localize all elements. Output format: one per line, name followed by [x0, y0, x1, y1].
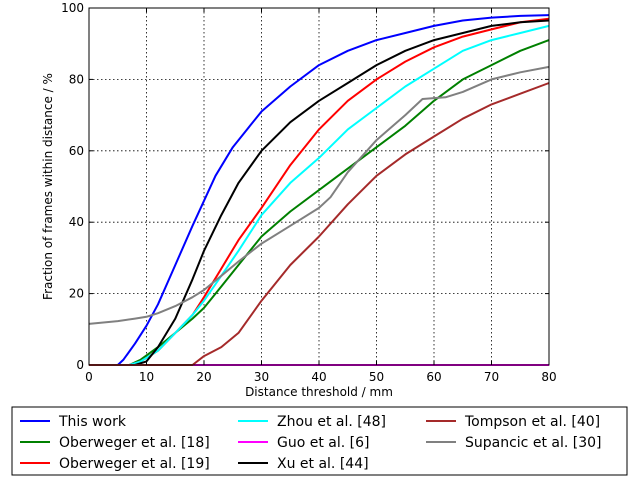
series-line-oberweger-et-al-18	[89, 39, 550, 366]
legend-label-supancic-et-al-30: Supancic et al. [30]	[465, 435, 602, 451]
legend-label-zhou-et-al-48: Zhou et al. [48]	[277, 414, 386, 430]
series-line-this-work	[89, 14, 550, 366]
series-line-supancic-et-al-30	[88, 65, 550, 325]
legend-label-tompson-et-al-40: Tompson et al. [40]	[464, 414, 600, 430]
y-tick-label: 40	[69, 215, 84, 229]
legend-box	[11, 406, 628, 476]
axis-ticks: 0 10 20 30 40 50 60 70 80 0 20 40 60 80 100	[61, 1, 557, 384]
x-axis-label: Distance threshold / mm	[245, 385, 393, 399]
series-line-xu-et-al-44	[89, 19, 550, 366]
x-tick-label: 40	[311, 370, 326, 384]
y-tick-label: 0	[76, 358, 84, 372]
legend-label-oberweger-et-al-19: Oberweger et al. [19]	[59, 456, 210, 472]
y-tick-label: 60	[69, 144, 84, 158]
legend-label-oberweger-et-al-18: Oberweger et al. [18]	[59, 435, 210, 451]
y-tick-label: 80	[69, 72, 84, 86]
x-tick-label: 30	[254, 370, 269, 384]
x-tick-label: 20	[196, 370, 211, 384]
x-tick-label: 50	[369, 370, 384, 384]
legend-label-guo-et-al-6: Guo et al. [6]	[277, 435, 370, 451]
x-tick-label: 70	[484, 370, 499, 384]
x-tick-label: 10	[139, 370, 154, 384]
series-line-tompson-et-al-40	[89, 82, 550, 366]
x-tick-label: 80	[541, 370, 556, 384]
legend-label-xu-et-al-44: Xu et al. [44]	[277, 456, 369, 472]
series-lines	[88, 14, 550, 366]
y-tick-label: 20	[69, 287, 84, 301]
series-line-zhou-et-al-48	[89, 24, 550, 366]
y-tick-label: 100	[61, 1, 84, 15]
plot-frame	[88, 7, 550, 366]
legend-label-this-work: This work	[58, 414, 127, 430]
grid-lines	[89, 8, 549, 365]
legend: This work Oberweger et al. [18] Oberweger …	[11, 406, 628, 476]
x-tick-label: 60	[426, 370, 441, 384]
y-axis-label: Fraction of frames within distance / %	[41, 73, 55, 300]
x-tick-label: 0	[85, 370, 93, 384]
